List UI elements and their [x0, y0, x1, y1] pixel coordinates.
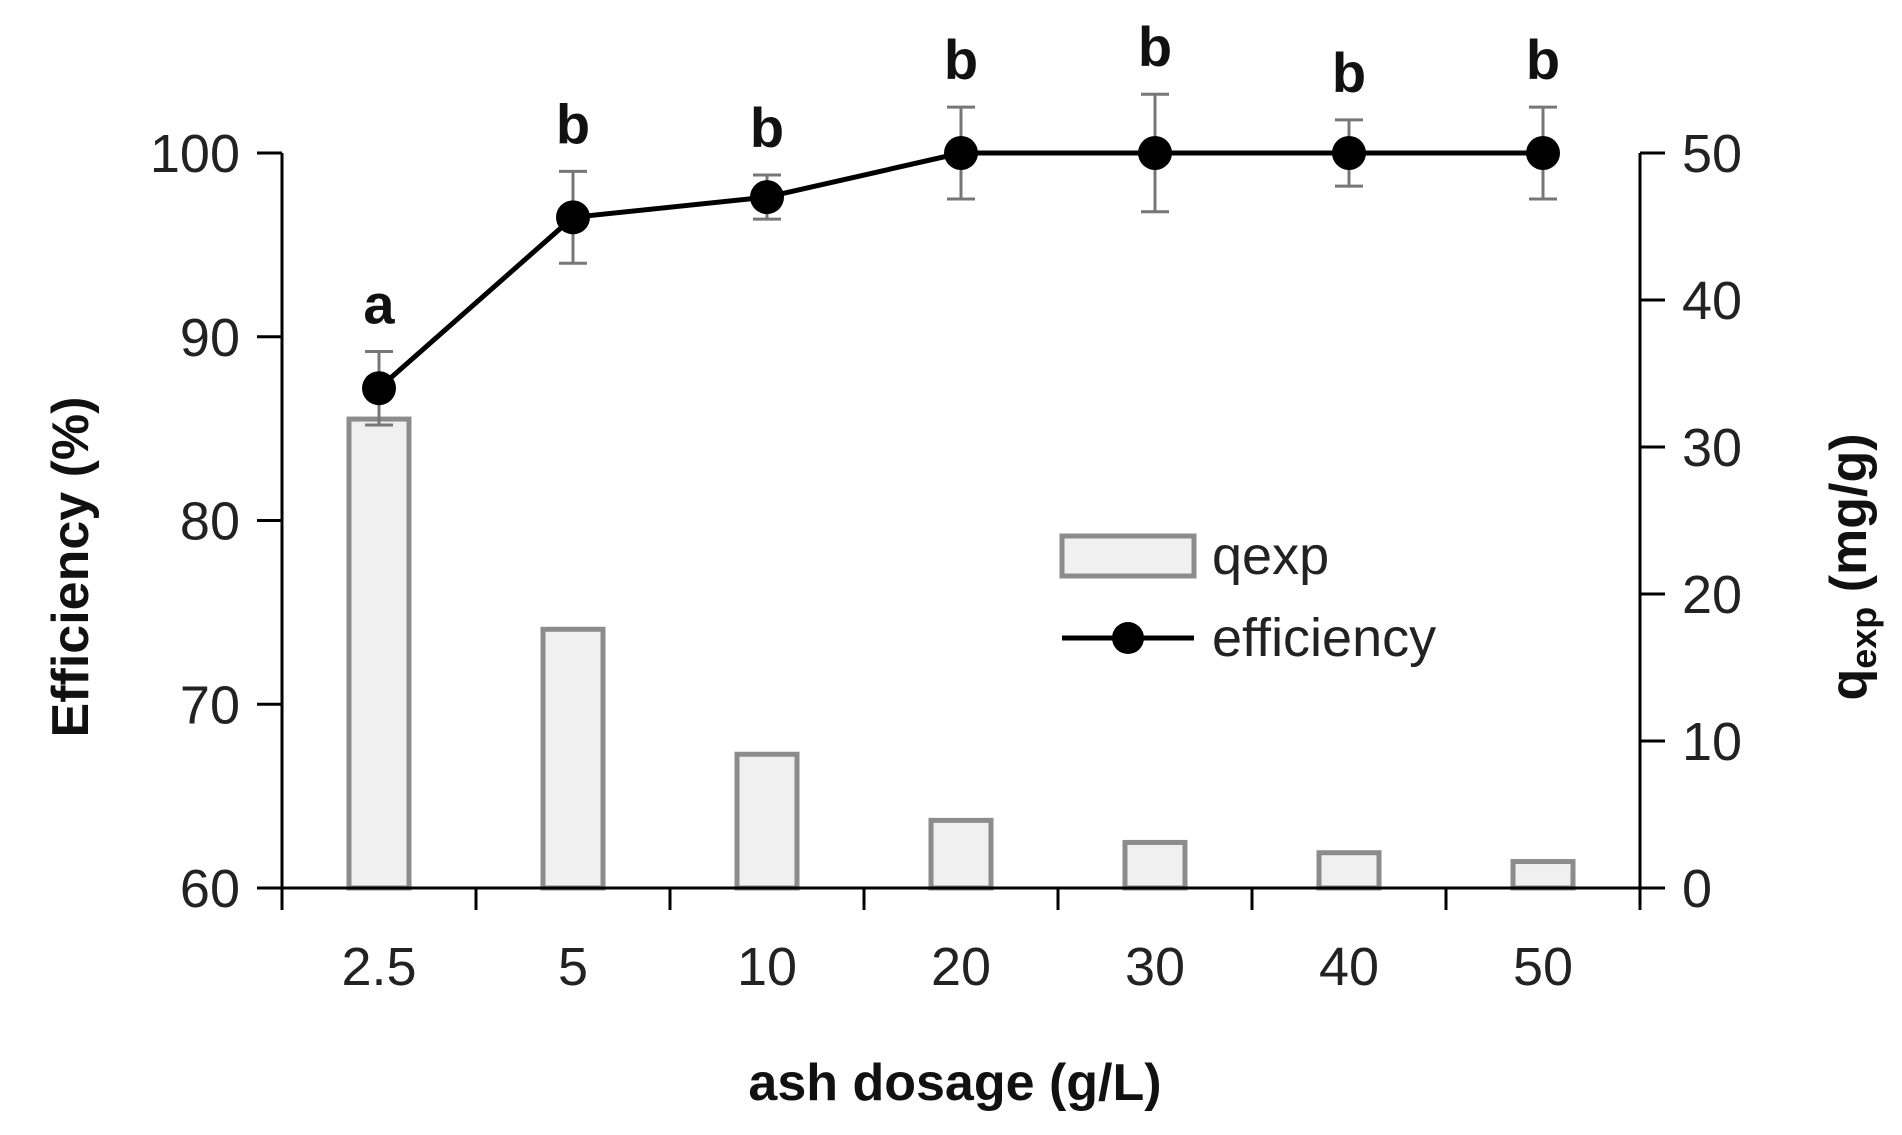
significance-label: b: [1526, 28, 1560, 91]
significance-label: a: [363, 272, 395, 335]
axes-group: [257, 151, 1665, 910]
efficiency-point: [1332, 136, 1366, 170]
legend: qexp efficiency: [1059, 526, 1436, 668]
qexp-bars-group: [346, 416, 1576, 891]
y-right-tick-label: 30: [1682, 418, 1742, 478]
efficiency-point: [1526, 136, 1560, 170]
x-tick-label: 30: [1125, 937, 1185, 997]
efficiency-point: [944, 136, 978, 170]
efficiency-point: [556, 200, 590, 235]
x-tick-label: 50: [1513, 937, 1573, 997]
significance-label: b: [750, 96, 784, 159]
y-right-axis-title-main: q: [1820, 669, 1878, 701]
qexp-bar: [1316, 850, 1382, 891]
efficiency-point: [750, 180, 784, 215]
y-right-tick-label: 20: [1682, 565, 1742, 625]
qexp-bar: [346, 416, 412, 891]
y-left-tick-label: 80: [180, 492, 240, 552]
legend-swatch-efficiency-marker: [1112, 622, 1144, 654]
significance-label: b: [1332, 41, 1366, 104]
legend-label-efficiency: efficiency: [1212, 608, 1436, 668]
qexp-bar: [928, 817, 994, 891]
significance-label: b: [944, 28, 978, 91]
qexp-bar: [540, 626, 606, 891]
y-right-axis-title-subscript: exp: [1843, 607, 1884, 669]
efficiency-line-group: [362, 92, 1560, 427]
y-left-tick-label: 70: [180, 675, 240, 735]
efficiency-point: [362, 371, 396, 406]
qexp-bar: [1122, 839, 1188, 891]
x-tick-label: 40: [1319, 937, 1379, 997]
significance-label: b: [556, 92, 590, 155]
x-tick-label: 20: [931, 937, 991, 997]
y-right-tick-label: 50: [1682, 124, 1742, 184]
tick-labels-group: 60 70 80 90 100 0 10 20 30 40 50 2.5 5 10 20 30 40 50: [150, 124, 1742, 997]
y-right-tick-label: 40: [1682, 271, 1742, 331]
significance-labels-group: a b b b b b b: [363, 15, 1560, 335]
y-right-tick-label: 0: [1682, 859, 1712, 919]
x-tick-label: 2.5: [341, 937, 416, 997]
y-left-tick-label: 60: [180, 859, 240, 919]
y-right-axis-title: qexp (mg/g): [1820, 433, 1884, 700]
x-tick-label: 5: [558, 937, 588, 997]
x-axis-title: ash dosage (g/L): [748, 1054, 1161, 1112]
qexp-bar: [1510, 859, 1576, 891]
y-right-axis-title-unit: (mg/g): [1820, 433, 1878, 606]
y-left-tick-label: 90: [180, 308, 240, 368]
qexp-bar: [734, 751, 800, 891]
efficiency-point: [1138, 136, 1172, 170]
significance-label: b: [1138, 15, 1172, 78]
x-tick-label: 10: [737, 937, 797, 997]
y-right-tick-label: 10: [1682, 712, 1742, 772]
legend-swatch-qexp: [1059, 533, 1197, 579]
y-left-tick-label: 100: [150, 124, 240, 184]
legend-label-qexp: qexp: [1212, 526, 1329, 586]
y-left-axis-title: Efficiency (%): [42, 397, 100, 738]
